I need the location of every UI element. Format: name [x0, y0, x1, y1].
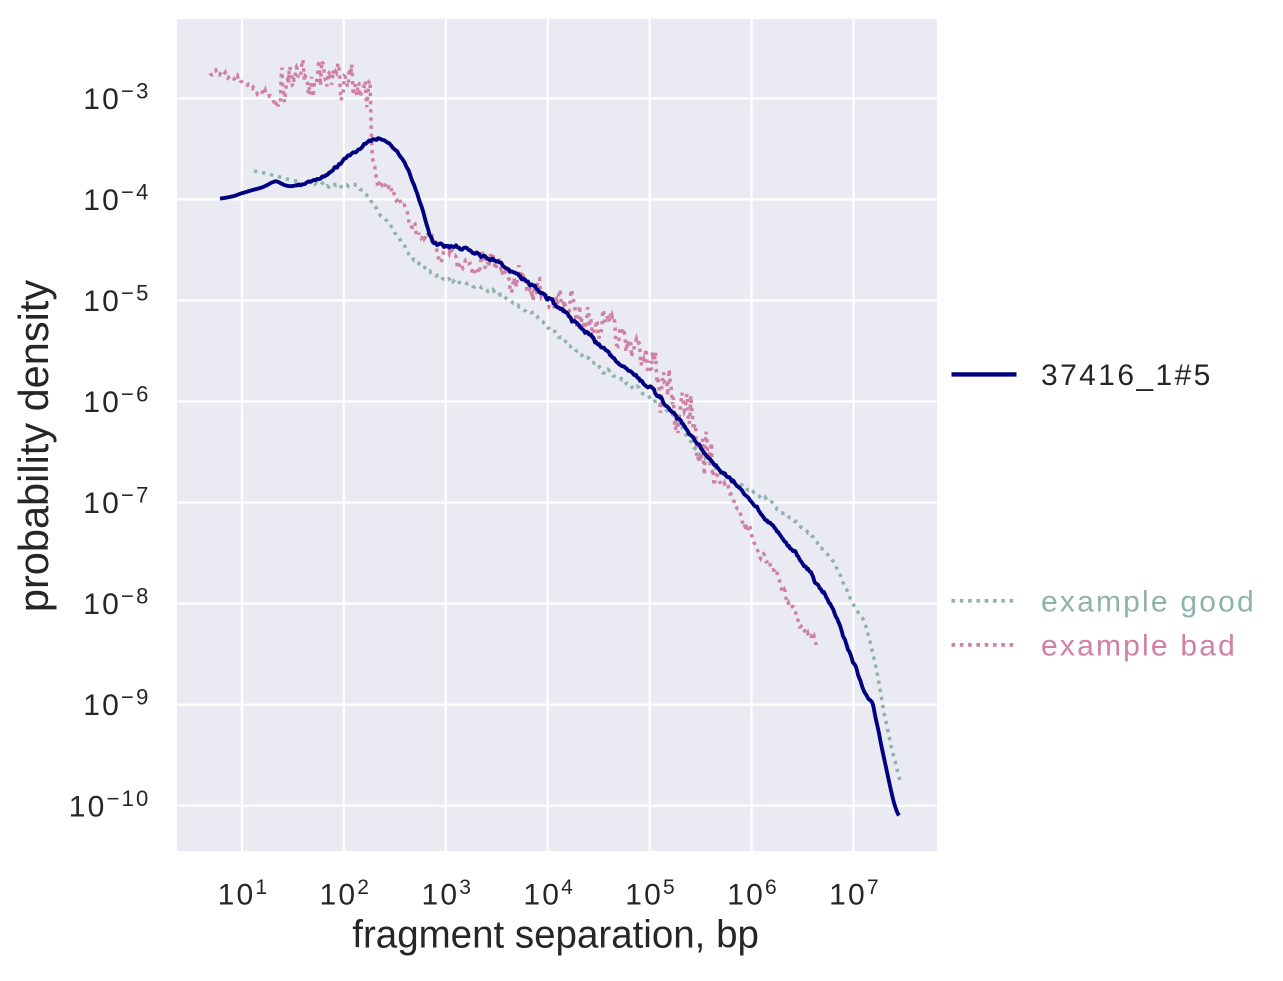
svg-text:example good: example good: [1041, 585, 1256, 618]
svg-text:fragment separation, bp: fragment separation, bp: [352, 914, 759, 957]
svg-text:37416_1#5: 37416_1#5: [1041, 359, 1213, 392]
svg-text:10−3: 10−3: [83, 78, 150, 116]
svg-text:106: 106: [727, 876, 779, 912]
svg-text:example bad: example bad: [1041, 629, 1237, 662]
svg-text:probability density: probability density: [10, 280, 57, 612]
